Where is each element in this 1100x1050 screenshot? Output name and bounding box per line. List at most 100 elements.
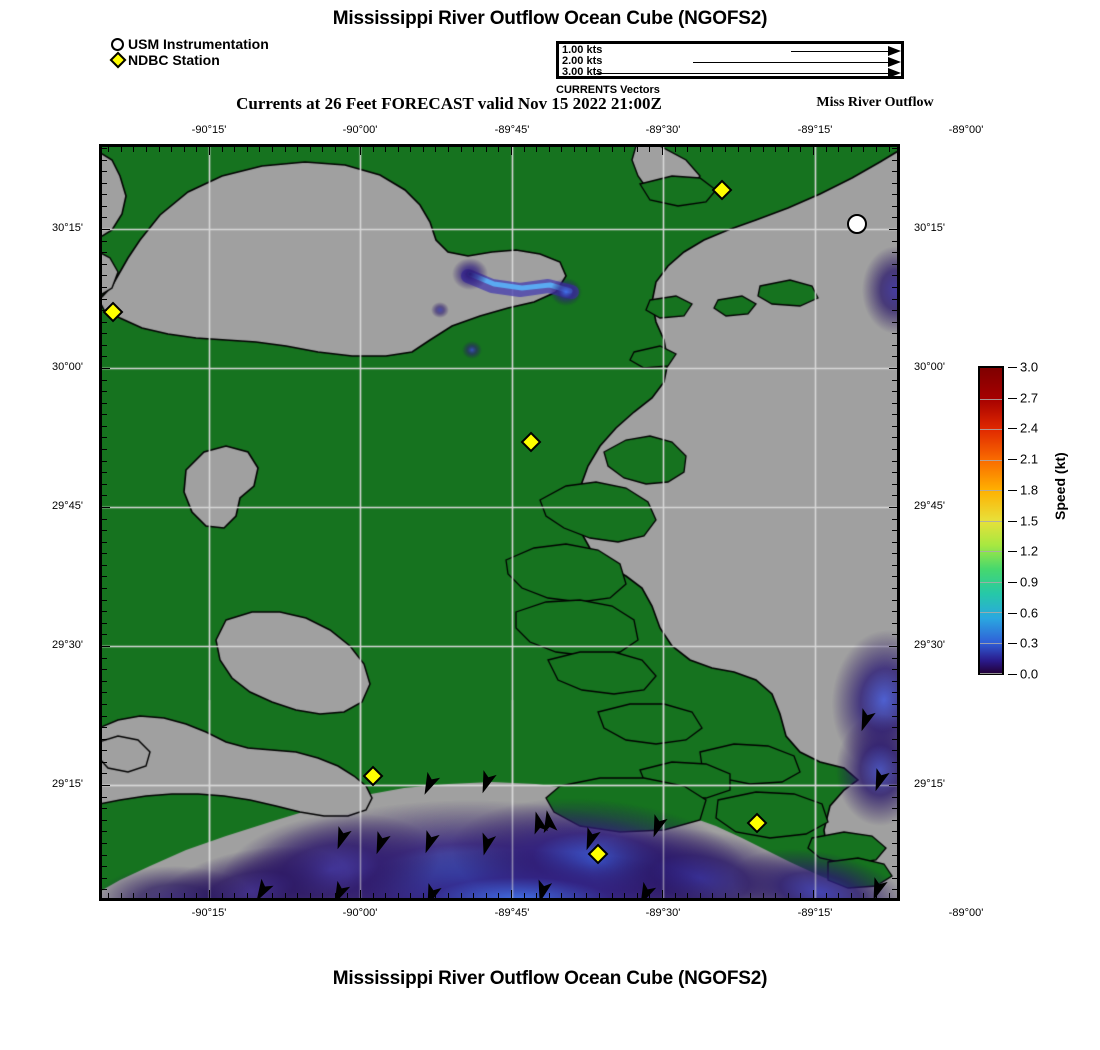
colorbar-tick-label: 2.1 [1020,451,1039,467]
usm-instrumentation-marker[interactable] [847,214,867,234]
x-axis-label: -90°00' [342,124,378,136]
y-axis-label: 29°15' [52,778,83,790]
y-axis-label: 30°00' [52,361,83,373]
current-vector-arrow [334,880,351,898]
vector-legend-caption: CURRENTS Vectors [556,84,660,96]
vector-arrowhead-icon [888,46,901,56]
y-axis-label: 30°15' [52,222,83,234]
vector-legend-label-2: 2.00 kts [562,55,603,67]
colorbar-tick-label: 1.2 [1020,543,1039,559]
speed-colorbar [978,366,1004,675]
colorbar-separator [980,459,1002,461]
colorbar-separator [980,520,1002,522]
ndbc-station-marker[interactable] [587,843,609,865]
colorbar-tick [1008,428,1017,430]
x-axis-label: -89°45' [494,907,530,919]
x-axis-label: -89°00' [948,124,984,136]
x-axis-label: -89°15' [797,124,833,136]
colorbar-tick-label: 0.0 [1020,666,1039,682]
y-axis-label: 29°30' [914,639,945,651]
station-legend: USM Instrumentation NDBC Station [109,36,269,69]
vector-legend-label-1: 1.00 kts [562,44,603,56]
vector-shaft [693,62,888,63]
map-overlay [102,179,890,898]
y-axis-label: 29°45' [52,500,83,512]
current-vector-arrow [873,877,888,898]
vector-scale-legend: 1.00 kts 2.00 kts 3.00 kts [556,41,904,79]
current-vector-arrow [640,881,657,898]
current-vector-arrow [337,826,352,850]
colorbar-separator [980,490,1002,491]
forecast-subtitle: Currents at 26 Feet FORECAST valid Nov 1… [236,94,662,113]
legend-label-ndbc: NDBC Station [128,52,220,68]
current-vector-arrow [482,770,497,794]
y-axis-label: 30°00' [914,361,945,373]
ndbc-station-marker[interactable] [362,765,384,787]
current-vector-arrow [424,771,441,795]
ndbc-station-marker[interactable] [711,179,733,201]
colorbar-separator [980,429,1002,430]
colorbar-separator [980,581,1002,583]
y-axis-label: 30°15' [914,222,945,234]
vector-shaft [791,51,888,52]
colorbar-tick [1008,397,1017,399]
vector-legend-row-2: 2.00 kts [559,55,901,68]
ndbc-station-marker[interactable] [102,301,124,323]
vector-legend-label-3: 3.00 kts [562,66,603,78]
current-vector-arrow [861,708,876,732]
colorbar-tick [1008,643,1017,645]
map-plot-area[interactable] [99,144,900,901]
page-title: Mississippi River Outflow Ocean Cube (NG… [332,8,768,29]
colorbar-tick-label: 1.5 [1020,513,1039,528]
colorbar-separator [980,398,1002,400]
y-axis-label: 29°45' [914,500,945,512]
ndbc-station-marker[interactable] [520,431,542,453]
colorbar-separator [980,642,1002,644]
legend-item-usm: USM Instrumentation [110,36,269,52]
y-axis-label: 29°15' [914,778,945,790]
colorbar-separator [980,551,1002,552]
colorbar-tick [1008,367,1017,368]
diamond-marker-icon [109,51,127,69]
colorbar-tick [1008,489,1017,491]
current-vector-arrow [427,883,442,898]
colorbar-tick-label: 1.8 [1020,482,1039,498]
colorbar-title: Speed (kt) [1052,452,1068,520]
colorbar-tick-label: 0.9 [1020,574,1039,590]
colorbar-tick [1008,612,1017,614]
current-vector-arrow [376,831,391,855]
bottom-title: Mississippi River Outflow Ocean Cube (NG… [332,968,768,989]
colorbar-separator [980,612,1002,613]
colorbar-tick-label: 0.6 [1020,605,1039,621]
vector-legend-row-3: 3.00 kts [559,66,901,79]
current-vector-arrow [653,814,668,838]
current-vector-arrow [482,832,497,856]
colorbar-tick [1008,581,1017,583]
current-vector-arrow [538,879,553,898]
y-axis-label: 29°30' [52,639,83,651]
ndbc-station-marker[interactable] [746,812,768,834]
colorbar-tick-label: 0.3 [1020,635,1039,651]
current-vector-arrow [586,827,601,851]
vector-shaft [596,73,888,74]
x-axis-label: -89°30' [645,907,681,919]
colorbar-tick [1008,551,1017,553]
vector-arrowhead-icon [888,57,901,67]
x-axis-label: -89°30' [645,124,681,136]
legend-label-usm: USM Instrumentation [128,36,269,52]
colorbar-tick-label: 3.0 [1020,359,1039,375]
x-axis-label: -89°00' [948,907,984,919]
colorbar-tick-label: 2.7 [1020,390,1039,406]
colorbar-gradient [980,368,1002,674]
x-axis-label: -90°15' [191,907,227,919]
x-axis-label: -90°00' [342,907,378,919]
colorbar-tick [1008,520,1017,522]
current-vector-arrow [256,878,274,898]
x-axis-label: -89°15' [797,907,833,919]
colorbar-tick-label: 2.4 [1020,420,1039,436]
circle-marker-icon [110,37,125,51]
vector-legend-row-1: 1.00 kts [559,44,901,57]
legend-item-ndbc: NDBC Station [109,51,269,69]
x-axis-label: -89°45' [494,124,530,136]
x-axis-label: -90°15' [191,124,227,136]
